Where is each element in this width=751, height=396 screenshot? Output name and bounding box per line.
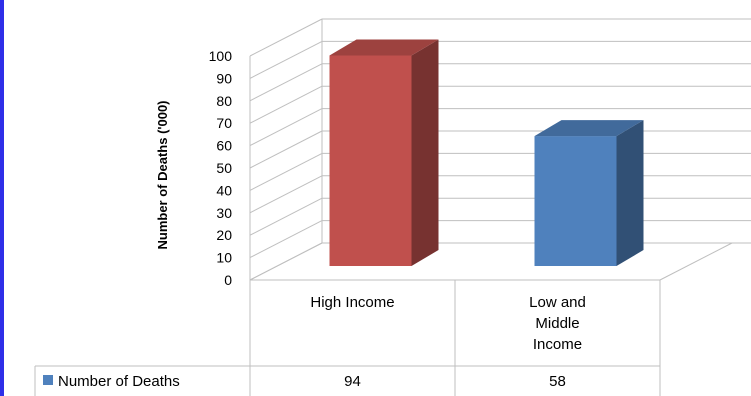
gridline-side bbox=[249, 242, 323, 281]
y-tick-label: 0 bbox=[224, 272, 232, 288]
y-axis-ticks: 0 10 20 30 40 50 60 70 80 90 100 bbox=[209, 48, 233, 288]
gridline-side bbox=[249, 152, 323, 191]
floor-right-edge bbox=[659, 242, 733, 281]
y-tick-label: 70 bbox=[216, 115, 232, 131]
y-tick-label: 100 bbox=[209, 48, 233, 64]
bar-side bbox=[616, 120, 644, 266]
gridline-side bbox=[249, 63, 323, 102]
y-tick-label: 30 bbox=[216, 205, 232, 221]
gridline-side bbox=[249, 197, 323, 236]
legend-key bbox=[43, 375, 53, 385]
bar-high-income bbox=[329, 39, 439, 266]
bar-low-middle-income bbox=[534, 120, 644, 266]
bars bbox=[329, 39, 644, 266]
gridline-side bbox=[249, 108, 323, 147]
gridline-side bbox=[249, 85, 323, 124]
bar-front bbox=[534, 136, 617, 266]
gridline-side bbox=[249, 40, 323, 79]
y-tick-label: 10 bbox=[216, 250, 232, 266]
y-axis-label: Number of Deaths ('000) bbox=[155, 100, 170, 249]
x-tick-label: Middle bbox=[535, 315, 579, 332]
grid-layer bbox=[249, 18, 751, 281]
bar-front bbox=[329, 55, 412, 266]
data-table: High Income 94 Low and Middle Income 58 Number… bbox=[34, 280, 661, 396]
data-label: 58 bbox=[549, 373, 566, 390]
legend-label: Number of Deaths bbox=[58, 373, 180, 390]
y-tick-label: 60 bbox=[216, 138, 232, 154]
y-tick-label: 50 bbox=[216, 160, 232, 176]
gridline-side bbox=[249, 175, 323, 214]
bar-top bbox=[534, 120, 644, 137]
data-label: 94 bbox=[344, 373, 361, 390]
x-tick-label: Income bbox=[533, 336, 582, 353]
y-tick-label: 20 bbox=[216, 227, 232, 243]
y-tick-label: 90 bbox=[216, 70, 232, 86]
gridline-side bbox=[249, 130, 323, 169]
bar-top bbox=[329, 39, 439, 56]
x-tick-label: Low and bbox=[529, 294, 586, 311]
y-tick-label: 80 bbox=[216, 93, 232, 109]
bar-side bbox=[411, 39, 439, 266]
y-tick-label: 40 bbox=[216, 182, 232, 198]
gridline-side bbox=[249, 18, 323, 57]
gridline-side bbox=[249, 220, 323, 259]
x-tick-label: High Income bbox=[310, 294, 394, 311]
frame-border bbox=[0, 0, 4, 396]
